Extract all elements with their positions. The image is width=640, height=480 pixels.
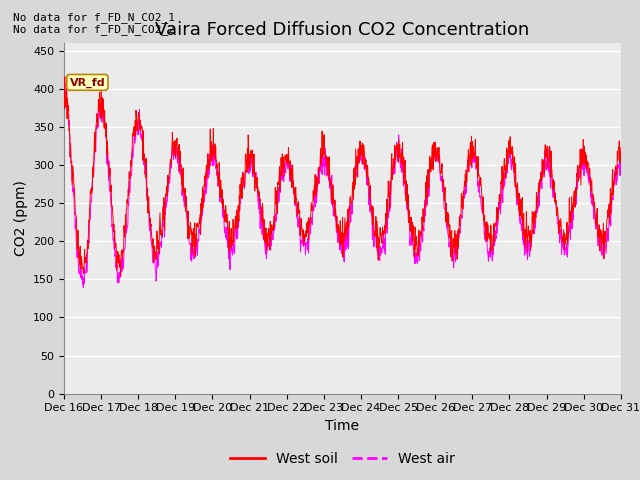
West soil — [617, 145, 625, 151]
West air — [552, 199, 559, 204]
West soil — [185, 233, 193, 239]
West soil — [502, 162, 510, 168]
West air — [617, 160, 625, 166]
West air — [60, 87, 68, 93]
West air — [502, 168, 510, 174]
West air — [185, 228, 193, 233]
West air — [79, 285, 87, 291]
West air — [247, 164, 255, 169]
West soil — [429, 140, 437, 145]
Line: West air: West air — [64, 84, 621, 288]
West air — [429, 153, 437, 159]
West soil — [247, 153, 255, 159]
West air — [61, 81, 68, 86]
Y-axis label: CO2 (ppm): CO2 (ppm) — [13, 180, 28, 256]
X-axis label: Time: Time — [325, 419, 360, 433]
West soil — [552, 201, 559, 207]
Title: Vaira Forced Diffusion CO2 Concentration: Vaira Forced Diffusion CO2 Concentration — [156, 21, 529, 39]
West soil — [116, 273, 124, 279]
Text: No data for f_FD_N_CO2_1
No data for f_FD_N_CO2_2: No data for f_FD_N_CO2_1 No data for f_F… — [13, 12, 175, 36]
West air — [172, 146, 179, 152]
West soil — [61, 74, 68, 80]
West soil — [172, 138, 179, 144]
Line: West soil: West soil — [64, 77, 621, 276]
Legend: West soil, West air: West soil, West air — [225, 446, 460, 471]
Text: VR_fd: VR_fd — [70, 77, 105, 87]
West soil — [60, 99, 68, 105]
